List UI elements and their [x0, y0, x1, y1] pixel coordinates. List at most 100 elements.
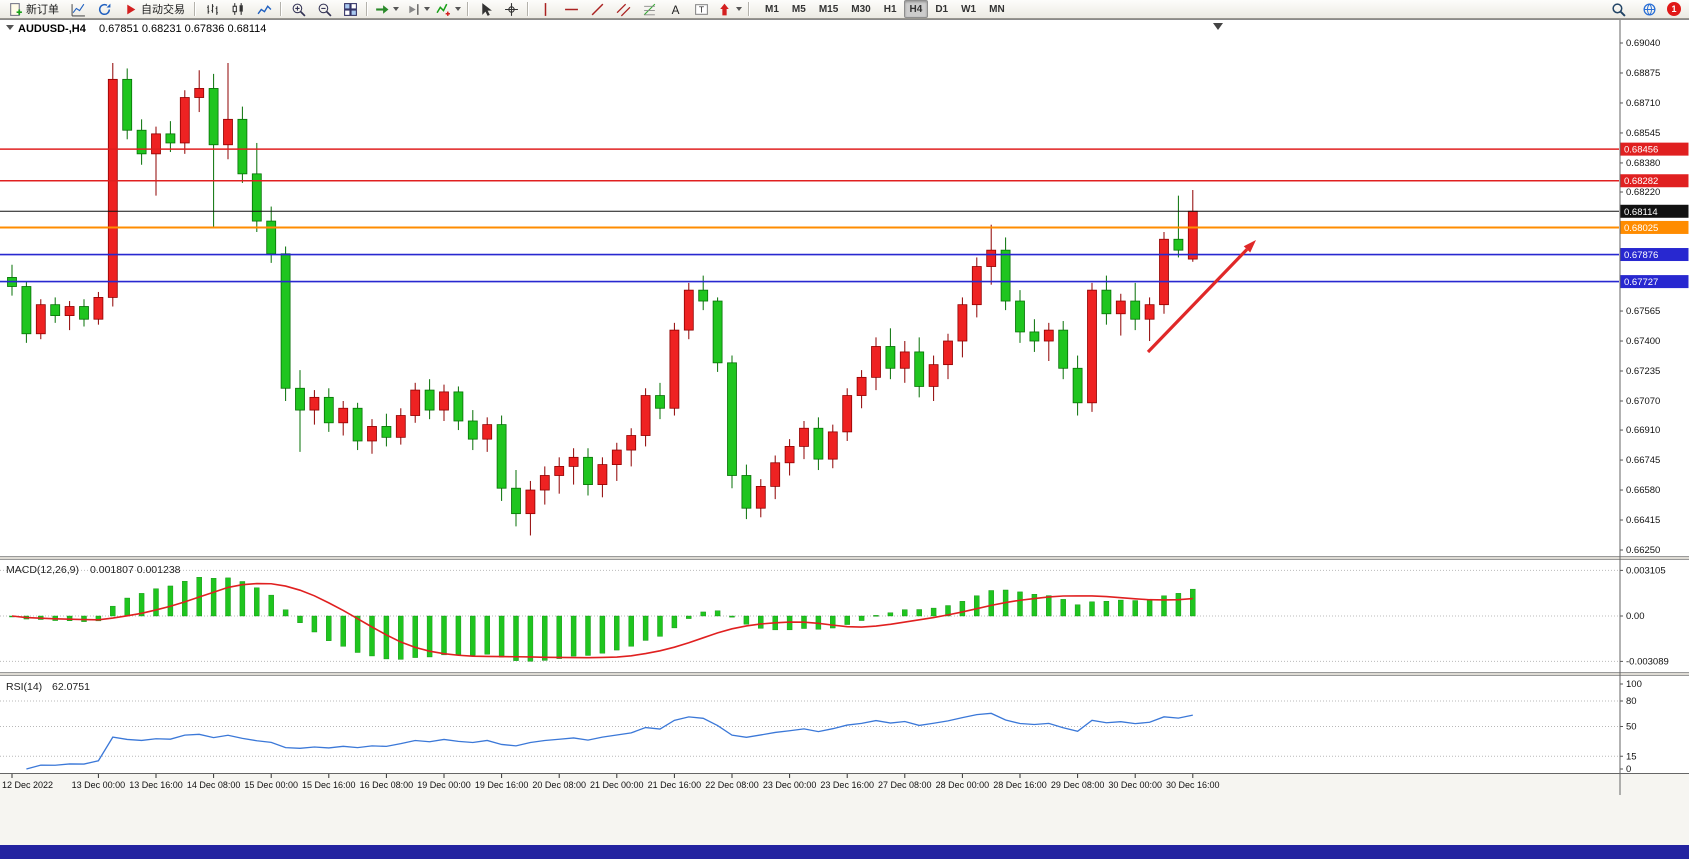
- one-click-trading-toggle[interactable]: [6, 25, 14, 30]
- candlestick-mode-button[interactable]: [225, 0, 251, 19]
- new-order-icon: [10, 2, 22, 16]
- time-axis[interactable]: [0, 774, 1689, 845]
- y-axis-label: 0.66910: [1626, 425, 1660, 436]
- timeframe-m1[interactable]: M1: [765, 3, 779, 15]
- search-button[interactable]: [1605, 0, 1631, 19]
- indicators-button[interactable]: [433, 0, 464, 19]
- horizontal-line-tool-button[interactable]: [558, 0, 584, 19]
- y-axis-label: 0.66745: [1626, 455, 1660, 466]
- candle-body: [799, 427, 809, 447]
- macd-histogram-bar: [902, 609, 908, 617]
- candle-body: [1058, 329, 1069, 369]
- macd-histogram-bar: [959, 601, 966, 617]
- cursor-tool-button[interactable]: [472, 0, 498, 19]
- panel-splitter[interactable]: [0, 672, 1689, 676]
- refresh-button[interactable]: [91, 0, 117, 19]
- candle-body: [899, 351, 910, 369]
- macd-histogram-bar: [441, 615, 447, 656]
- time-axis-label: 30 Dec 16:00: [1166, 780, 1220, 790]
- chart-shift-icon: [409, 3, 419, 15]
- toolbar: 新订单 自动交易 A T M1 M5 M15 M30 H1 H4 D1 W1 MN 1: [0, 0, 1689, 19]
- zoom-out-button[interactable]: [311, 0, 337, 19]
- price-tag-label: 0.68025: [1624, 223, 1658, 234]
- candle-body: [885, 346, 896, 369]
- candle-body: [525, 489, 536, 515]
- candle-body: [626, 435, 637, 451]
- tile-windows-button[interactable]: [337, 0, 363, 19]
- timeframe-m5[interactable]: M5: [791, 3, 806, 15]
- timeframe-m15[interactable]: M15: [818, 3, 839, 15]
- macd-axis-label: 0.00: [1626, 611, 1645, 622]
- candle-body: [568, 456, 579, 467]
- fibonacci-tool-button[interactable]: [636, 0, 662, 19]
- text-label-tool-button[interactable]: T: [688, 0, 714, 19]
- candle-body: [136, 129, 147, 155]
- rsi-axis-label: 15: [1626, 751, 1637, 762]
- text-tool-button[interactable]: A: [662, 0, 688, 19]
- notification-badge[interactable]: 1: [1667, 2, 1681, 16]
- dropdown-arrow-icon[interactable]: [424, 7, 430, 11]
- dropdown-arrow-icon[interactable]: [455, 7, 461, 11]
- arrows-tool-button[interactable]: [714, 0, 745, 19]
- vertical-line-tool-button[interactable]: [532, 0, 558, 19]
- auto-scroll-button[interactable]: [371, 0, 402, 19]
- line-chart-mode-button[interactable]: [251, 0, 277, 19]
- toolbar-separator: [527, 2, 529, 16]
- bottom-taskbar-strip[interactable]: [0, 845, 1689, 859]
- macd-histogram-bar: [729, 615, 735, 618]
- community-button[interactable]: [1636, 0, 1662, 19]
- candle-body: [179, 97, 190, 144]
- macd-histogram-bar: [1103, 600, 1110, 617]
- timeframe-w1[interactable]: W1: [961, 3, 977, 15]
- macd-histogram-bar: [657, 615, 663, 637]
- timeframe-m30[interactable]: M30: [851, 3, 871, 15]
- toolbar-separator: [748, 2, 750, 16]
- chart-plot-area[interactable]: [0, 19, 1689, 859]
- y-axis-label: 0.67070: [1626, 396, 1660, 407]
- candle-body: [1015, 300, 1025, 333]
- macd-histogram-bar: [513, 615, 519, 661]
- candle-body: [482, 424, 493, 440]
- y-axis-label: 0.66250: [1626, 545, 1660, 556]
- timeframe-d1[interactable]: D1: [935, 3, 949, 15]
- candle-body: [79, 306, 89, 320]
- candle-body: [698, 289, 709, 302]
- rsi-label: RSI(14): [6, 681, 42, 693]
- dropdown-arrow-icon[interactable]: [393, 7, 399, 11]
- trend-arrow-annotation[interactable]: [1146, 248, 1249, 354]
- chart-shift-button[interactable]: [402, 0, 433, 19]
- y-axis-label: 0.68220: [1626, 187, 1660, 198]
- timeframe-mn[interactable]: MN: [989, 3, 1005, 15]
- macd-histogram-bar: [614, 615, 620, 651]
- time-axis-label: 21 Dec 00:00: [590, 780, 644, 790]
- timeframe-h1[interactable]: H1: [883, 3, 897, 15]
- autotrading-button[interactable]: 自动交易: [117, 0, 191, 19]
- candle-body: [424, 389, 435, 411]
- trend-arrow-head[interactable]: [1243, 240, 1256, 253]
- candle-body: [640, 395, 651, 436]
- y-axis-label: 0.68380: [1626, 158, 1660, 169]
- timeframe-h4[interactable]: H4: [903, 0, 929, 18]
- chart-shift-marker[interactable]: [1213, 23, 1223, 30]
- trendline-tool-button[interactable]: [584, 0, 610, 19]
- candle-body: [208, 88, 219, 146]
- candle-body: [1115, 300, 1126, 315]
- candle-body: [1000, 249, 1011, 302]
- zoom-in-button[interactable]: [285, 0, 311, 19]
- toolbar-right-group: 1: [1605, 0, 1687, 19]
- macd-histogram-bar: [1132, 600, 1138, 617]
- text-tool-icon: A: [671, 3, 679, 16]
- channel-tool-button[interactable]: [610, 0, 636, 19]
- market-watch-button[interactable]: [65, 0, 91, 19]
- crosshair-tool-button[interactable]: [498, 0, 524, 19]
- rsi-axis-label: 50: [1626, 722, 1637, 733]
- new-order-button[interactable]: 新订单: [2, 0, 65, 19]
- y-axis-label: 0.67235: [1626, 366, 1660, 377]
- candle-body: [727, 362, 737, 476]
- toolbar-separator: [194, 2, 196, 16]
- bar-chart-mode-button[interactable]: [199, 0, 225, 19]
- panel-splitter[interactable]: [0, 556, 1689, 560]
- macd-current-values: 0.001807 0.001238: [90, 564, 181, 576]
- dropdown-arrow-icon[interactable]: [736, 7, 742, 11]
